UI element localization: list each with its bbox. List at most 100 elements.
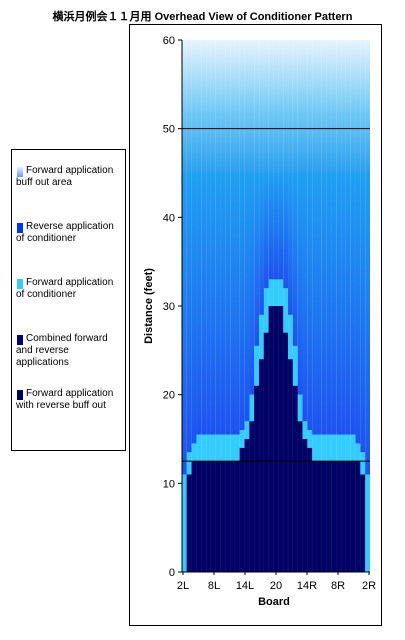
bar-segment: [312, 173, 317, 435]
legend-swatch-reverse: [17, 223, 23, 233]
bar-segment: [201, 460, 207, 573]
bar-segment: [244, 421, 250, 439]
bar-segment: [302, 173, 308, 422]
bar-segment: [186, 474, 192, 573]
bar-segment: [186, 40, 192, 173]
bar-segment: [341, 40, 346, 173]
bar-segment: [268, 40, 274, 173]
bar-segment: [234, 460, 241, 573]
bar-segment: [336, 434, 342, 462]
bar-segment: [225, 434, 231, 462]
chart-area: 0 10 20 30 40 50 60 2L 8L 14L 20 14R 8R 2R Board Distan…: [129, 24, 382, 626]
legend-swatch-forward: [17, 279, 23, 289]
bar-segment: [336, 40, 342, 173]
bar-segment: [196, 460, 202, 573]
bar-segment: [191, 443, 197, 462]
bar-segment: [263, 173, 269, 289]
bar-segment: [225, 40, 231, 173]
bar-segment: [273, 305, 279, 573]
x-tick-label: 14L: [236, 580, 254, 592]
bar-segment: [220, 460, 226, 573]
legend-label: Forward application with reverse buff ou…: [16, 388, 114, 411]
bar-segment: [321, 434, 327, 462]
bar-segment: [196, 40, 202, 173]
bar-segment: [244, 173, 250, 422]
bar-segment: [341, 173, 346, 435]
bar-segment: [321, 460, 327, 573]
bar-segment: [215, 460, 221, 573]
bar-segment: [254, 345, 260, 386]
bar-segment: [326, 460, 332, 573]
bar-segment: [302, 438, 308, 573]
bar-segment: [360, 40, 366, 173]
bar-segment: [230, 173, 236, 435]
chart-svg: 0 10 20 30 40 50 60 2L 8L 14L 20 14R 8R 2R Board Distan…: [143, 35, 376, 608]
bar-segment: [254, 40, 260, 173]
bar-segment: [321, 40, 327, 173]
bar-segment: [210, 460, 216, 573]
bar-segment: [278, 40, 284, 173]
bar-segment: [210, 173, 216, 435]
bar-segment: [225, 173, 231, 435]
bar-segment: [239, 430, 245, 448]
bar-segment: [186, 452, 192, 475]
bar-segment: [292, 173, 298, 346]
bar-segment: [355, 460, 361, 573]
bar-segment: [365, 173, 370, 475]
bar-segment: [297, 394, 303, 422]
bar-segment: [311, 460, 318, 573]
bar-segment: [316, 434, 322, 462]
bar-segment: [360, 173, 366, 453]
bar-segment: [258, 359, 265, 573]
bar-segment: [292, 345, 298, 386]
bar-segment: [340, 460, 347, 573]
legend-item-buff-out: Forward application buff out area: [16, 165, 124, 189]
legend: Forward application buff out area Revers…: [11, 149, 126, 451]
bar-segment: [283, 40, 289, 173]
bar-segment: [278, 279, 284, 306]
bar-segment: [249, 173, 255, 395]
bar-segment: [355, 443, 361, 462]
bar-segment: [360, 474, 366, 573]
bar-segment: [235, 434, 240, 462]
bar-segment: [326, 40, 332, 173]
bar-segment: [186, 173, 192, 453]
bar-segment: [220, 40, 226, 173]
bar-segment: [182, 173, 187, 475]
bar-segment: [191, 173, 197, 444]
bar-segment: [244, 438, 250, 573]
legend-swatch-combined: [17, 335, 23, 345]
bar-segment: [336, 173, 342, 435]
y-axis-title: Distance (feet): [143, 268, 155, 344]
bar-segment: [302, 40, 308, 173]
legend-swatch-reverse-buff: [17, 390, 23, 400]
bar-segment: [191, 460, 197, 573]
bar-segment: [345, 173, 351, 435]
y-tick-label: 30: [163, 301, 175, 313]
bar-segment: [307, 173, 313, 431]
bar-segment: [316, 173, 322, 435]
bar-segment: [355, 40, 361, 173]
bar-segment: [345, 40, 351, 173]
chart-title: 横浜月例会１１月用 Overhead View of Conditioner P…: [52, 11, 353, 23]
y-tick-label: 10: [163, 478, 175, 490]
bar-segment: [316, 460, 322, 573]
bar-segment: [220, 434, 226, 462]
bar-segment: [350, 434, 356, 462]
x-tick-label: 2R: [362, 580, 376, 592]
bar-segment: [263, 332, 269, 573]
y-tick-label: 60: [163, 35, 175, 47]
bar-segment: [288, 173, 293, 315]
bar-segment: [331, 40, 337, 173]
bar-segment: [254, 385, 260, 573]
bar-segment: [263, 288, 269, 333]
bar-segment: [235, 173, 240, 435]
y-tick-label: 50: [163, 124, 175, 136]
bar-segment: [206, 173, 211, 435]
bar-segment: [230, 434, 236, 462]
bar-segment: [292, 385, 298, 573]
bar-segment: [259, 314, 264, 360]
bar-segment: [254, 173, 260, 346]
bar-segment: [206, 40, 211, 173]
bar-segment: [225, 460, 231, 573]
